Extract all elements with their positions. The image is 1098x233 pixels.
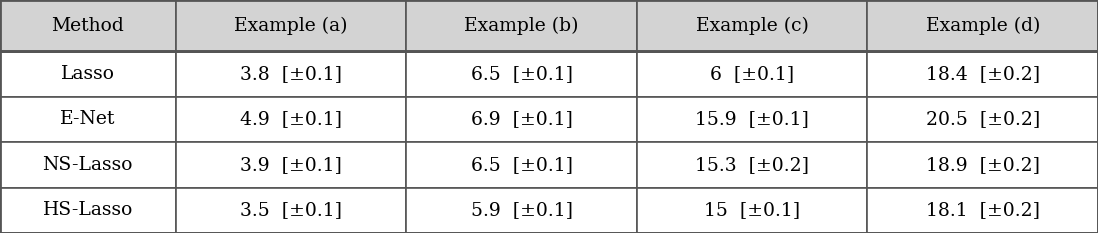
Bar (406, 0, 637, 51)
Bar (0, 51, 1098, 53)
Bar (176, 51, 406, 97)
Text: 6.9  [±0.1]: 6.9 [±0.1] (471, 110, 572, 128)
Text: 15  [±0.1]: 15 [±0.1] (704, 201, 800, 219)
Bar (867, 188, 1098, 233)
Text: 3.8  [±0.1]: 3.8 [±0.1] (240, 65, 341, 83)
Bar (176, 0, 406, 51)
Text: 15.3  [±0.2]: 15.3 [±0.2] (695, 156, 809, 174)
Text: Example (d): Example (d) (926, 17, 1040, 35)
Bar (867, 142, 1098, 188)
Bar (867, 0, 1098, 51)
Text: NS-Lasso: NS-Lasso (43, 156, 133, 174)
Text: 3.5  [±0.1]: 3.5 [±0.1] (240, 201, 341, 219)
Bar (406, 188, 637, 233)
Bar (637, 188, 867, 233)
Text: 18.4  [±0.2]: 18.4 [±0.2] (926, 65, 1040, 83)
Bar (0, 97, 176, 142)
Bar (406, 51, 637, 97)
Text: Example (c): Example (c) (696, 17, 808, 35)
Text: HS-Lasso: HS-Lasso (43, 201, 133, 219)
Text: Example (a): Example (a) (234, 17, 348, 35)
Text: 18.1  [±0.2]: 18.1 [±0.2] (926, 201, 1040, 219)
Text: 3.9  [±0.1]: 3.9 [±0.1] (240, 156, 341, 174)
Bar (0, 188, 176, 233)
Text: 6.5  [±0.1]: 6.5 [±0.1] (471, 156, 572, 174)
Bar (406, 142, 637, 188)
Text: 15.9  [±0.1]: 15.9 [±0.1] (695, 110, 809, 128)
Bar (637, 0, 867, 51)
Text: Lasso: Lasso (60, 65, 115, 83)
Bar (637, 97, 867, 142)
Bar (867, 97, 1098, 142)
Text: Example (b): Example (b) (464, 17, 579, 35)
Text: 6  [±0.1]: 6 [±0.1] (710, 65, 794, 83)
Text: Method: Method (52, 17, 124, 35)
Text: 18.9  [±0.2]: 18.9 [±0.2] (926, 156, 1040, 174)
Text: 20.5  [±0.2]: 20.5 [±0.2] (926, 110, 1040, 128)
Bar (637, 142, 867, 188)
Bar (867, 51, 1098, 97)
Bar (176, 97, 406, 142)
Bar (176, 188, 406, 233)
Bar (637, 51, 867, 97)
Text: 5.9  [±0.1]: 5.9 [±0.1] (471, 201, 572, 219)
Bar (0, 0, 176, 51)
Text: 6.5  [±0.1]: 6.5 [±0.1] (471, 65, 572, 83)
Text: 4.9  [±0.1]: 4.9 [±0.1] (240, 110, 341, 128)
Bar (406, 97, 637, 142)
Bar (0, 142, 176, 188)
Bar (176, 142, 406, 188)
Bar (0, 51, 176, 97)
Text: E-Net: E-Net (60, 110, 115, 128)
